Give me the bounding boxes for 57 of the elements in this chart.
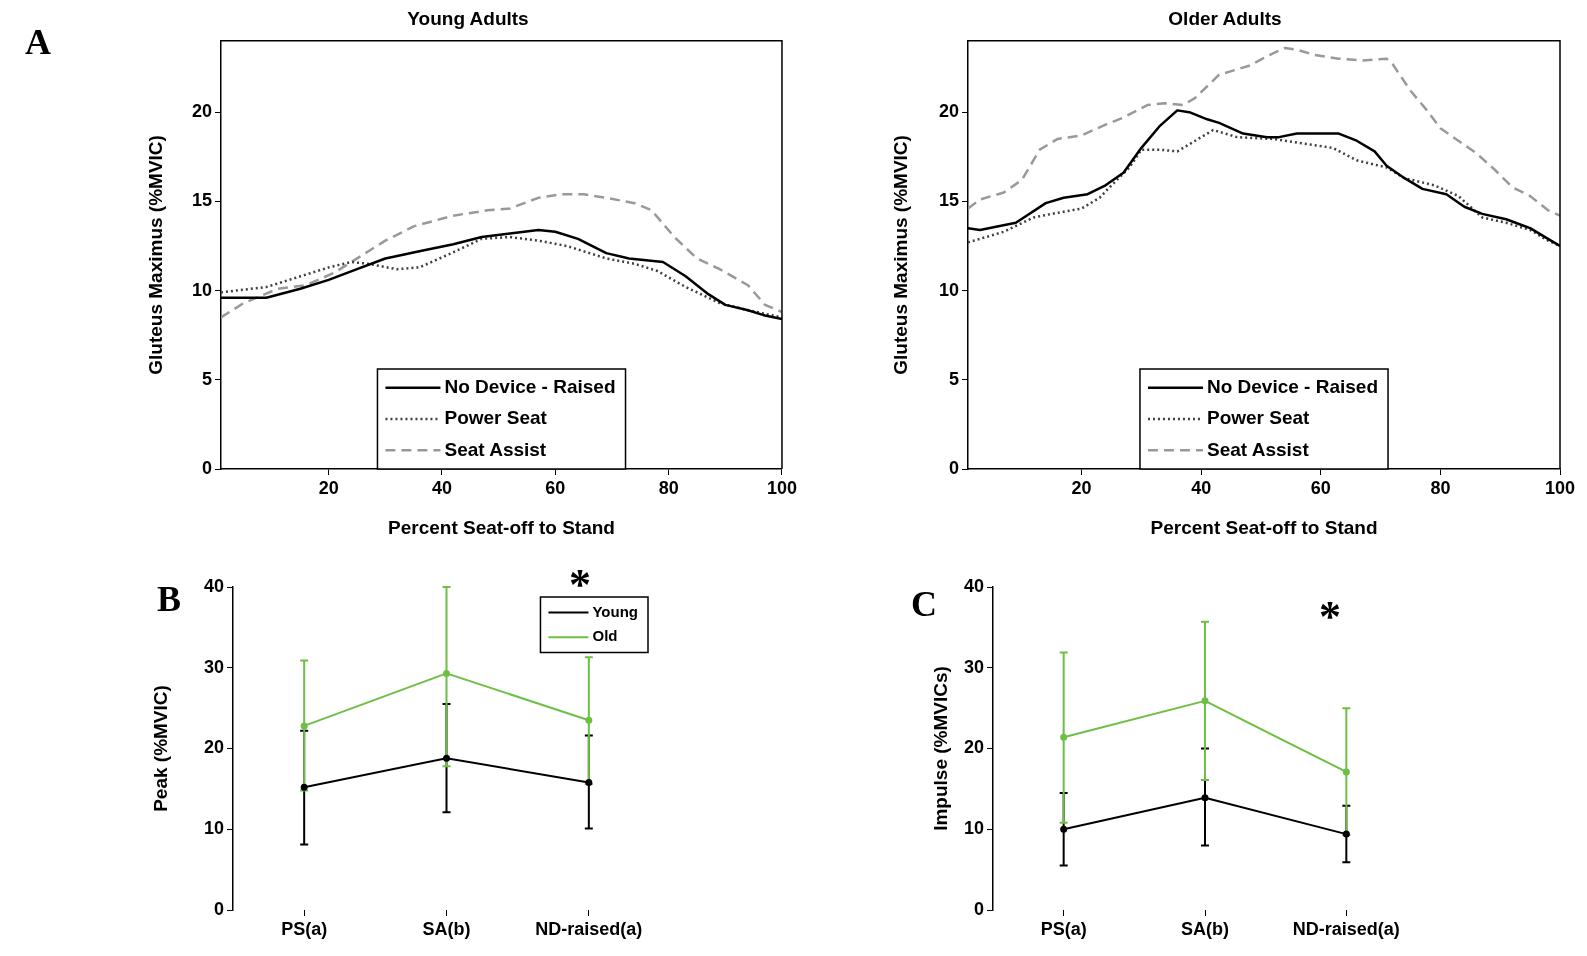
x-tick-label: 80 [658, 477, 679, 498]
y-tick-label: 20 [191, 101, 212, 122]
y-axis-title: Gluteus Maximus (%MVIC) [144, 135, 166, 375]
chart-title: Young Adults [407, 7, 529, 29]
x-tick-label: 60 [545, 477, 566, 498]
y-tick-label: 20 [203, 737, 224, 758]
x-tick-label: ND-raised(a) [1292, 918, 1400, 939]
x-tick-label: 20 [318, 477, 339, 498]
y-tick-label: 20 [938, 101, 959, 122]
y-tick-label: 0 [213, 898, 224, 919]
y-tick-label: 10 [203, 818, 224, 839]
y-tick-label: 0 [948, 457, 959, 478]
legend-label: No Device - Raised [1206, 375, 1379, 397]
y-tick-label: 5 [201, 368, 212, 389]
y-tick-label: 15 [938, 190, 959, 211]
chart-title: Older Adults [1168, 7, 1282, 29]
legend-label: Seat Assist [444, 438, 547, 460]
y-tick-label: 30 [963, 656, 984, 677]
y-tick-label: 10 [191, 279, 212, 300]
y-axis-title: Gluteus Maximus (%MVIC) [889, 135, 911, 375]
x-tick-label: PS(a) [281, 918, 328, 939]
text: A [25, 22, 51, 63]
x-tick-label: SA(b) [422, 918, 471, 939]
y-tick-label: 0 [973, 898, 984, 919]
legend-label: No Device - Raised [444, 375, 616, 397]
y-tick-label: 5 [948, 368, 959, 389]
x-tick-label: 60 [1310, 477, 1331, 498]
annotation: * [569, 560, 591, 610]
annotation: * [1319, 592, 1341, 642]
x-axis-title: Percent Seat-off to Stand [1150, 516, 1378, 538]
legend-label: Seat Assist [1206, 438, 1310, 460]
y-tick-label: 40 [963, 575, 984, 596]
x-tick-label: 20 [1071, 477, 1092, 498]
x-tick-label: 80 [1430, 477, 1451, 498]
x-tick-label: 40 [1191, 477, 1212, 498]
y-tick-label: 40 [203, 575, 224, 596]
y-axis-title: Impulse (%MVICs) [929, 666, 951, 831]
y-tick-label: 0 [201, 457, 212, 478]
text: C [911, 584, 937, 625]
legend-label: Power Seat [444, 407, 548, 429]
x-tick-label: 100 [766, 477, 798, 498]
legend-label: Power Seat [1206, 407, 1311, 429]
text: B [157, 579, 182, 620]
y-tick-label: 15 [191, 190, 212, 211]
y-tick-label: 10 [938, 279, 959, 300]
legend-label: Young [592, 602, 638, 620]
y-axis-title: Peak (%MVIC) [149, 685, 171, 812]
x-tick-label: PS(a) [1040, 918, 1087, 939]
legend-label: Old [592, 627, 618, 645]
y-tick-label: 20 [963, 737, 984, 758]
y-tick-label: 10 [963, 818, 984, 839]
x-tick-label: ND-raised(a) [535, 918, 643, 939]
x-tick-label: SA(b) [1181, 918, 1229, 939]
x-tick-label: 40 [431, 477, 453, 498]
x-axis-title: Percent Seat-off to Stand [388, 516, 615, 538]
y-tick-label: 30 [203, 656, 224, 677]
x-tick-label: 100 [1544, 477, 1576, 498]
